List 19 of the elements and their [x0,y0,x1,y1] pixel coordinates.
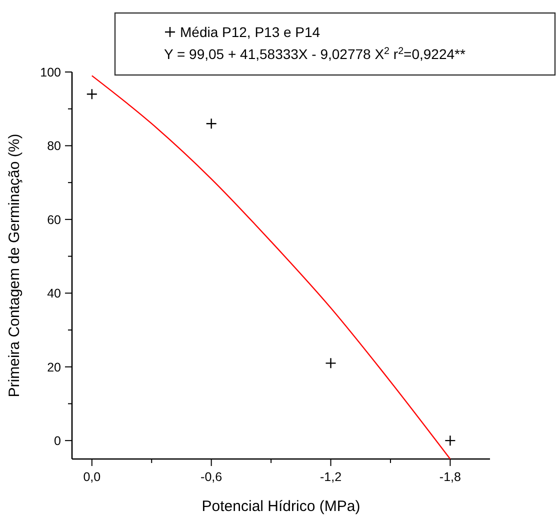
y-tick-label: 60 [47,212,62,227]
x-tick-label: -1,8 [439,470,462,484]
y-tick-label: 80 [47,139,62,154]
y-tick-label: 0 [54,434,62,448]
text: Y = 99,05 + 41,58333X - 9,02778 X$^{2}$ r$^{2}$=0,9224** [164,46,466,62]
x-tick-label: -1,2 [320,470,342,484]
y-tick-label: 100 [40,66,62,80]
point [444,434,456,446]
y-tick-label: 20 [47,360,62,374]
x-tick-label: 0,0 [83,470,101,484]
y-tick-label: 40 [47,286,62,301]
legend-label: Média P12, P13 e P14 [180,24,320,40]
point [86,88,98,100]
line-series [91,75,451,460]
point [325,358,336,369]
x-tick-label: -0,6 [200,470,222,484]
point [206,118,217,130]
y-axis-title: Primeira Contagem de Germinação (%) [6,134,23,398]
x-axis-title: Potencial Hídrico (MPa) [202,498,360,515]
